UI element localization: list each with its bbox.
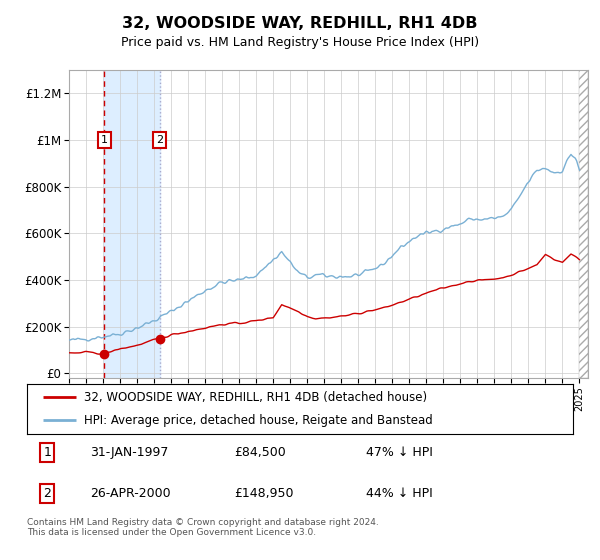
Text: Price paid vs. HM Land Registry's House Price Index (HPI): Price paid vs. HM Land Registry's House … [121,36,479,49]
Bar [104,70,160,378]
Text: £148,950: £148,950 [235,487,294,500]
Text: 2: 2 [43,487,51,500]
Text: 26-APR-2000: 26-APR-2000 [90,487,170,500]
Text: Contains HM Land Registry data © Crown copyright and database right 2024.
This d: Contains HM Land Registry data © Crown c… [27,518,379,538]
Text: 31-JAN-1997: 31-JAN-1997 [90,446,168,459]
Text: 47% ↓ HPI: 47% ↓ HPI [365,446,433,459]
Text: 32, WOODSIDE WAY, REDHILL, RH1 4DB: 32, WOODSIDE WAY, REDHILL, RH1 4DB [122,16,478,31]
Text: 32, WOODSIDE WAY, REDHILL, RH1 4DB (detached house): 32, WOODSIDE WAY, REDHILL, RH1 4DB (deta… [85,391,427,404]
Text: £84,500: £84,500 [235,446,286,459]
Text: 1: 1 [43,446,51,459]
Text: 44% ↓ HPI: 44% ↓ HPI [365,487,432,500]
Text: 2: 2 [156,135,163,145]
Bar [580,70,588,378]
Bar [580,70,588,378]
Text: HPI: Average price, detached house, Reigate and Banstead: HPI: Average price, detached house, Reig… [85,414,433,427]
Text: 1: 1 [101,135,108,145]
